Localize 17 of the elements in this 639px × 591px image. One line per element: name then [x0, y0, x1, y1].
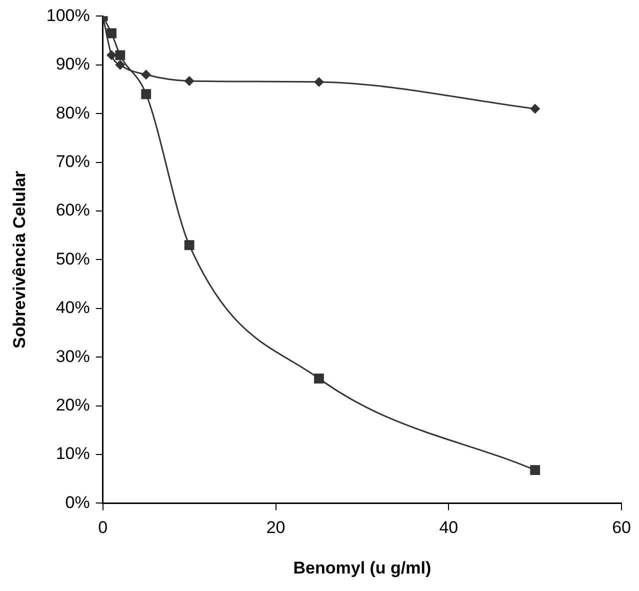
y-tick-label: 10% — [56, 444, 90, 464]
x-axis-title: Benomyl (u g/ml) — [293, 558, 432, 578]
x-tick-label: 40 — [439, 518, 458, 538]
x-tick-label: 60 — [612, 518, 632, 538]
y-axis-title: Sobrevivência Celular — [10, 170, 29, 349]
x-tick-label: 20 — [266, 518, 286, 538]
y-tick-label: 30% — [56, 346, 90, 366]
x-tick-label: 0 — [98, 518, 108, 538]
y-tick-label: 0% — [65, 492, 90, 512]
y-tick-label: 50% — [56, 249, 90, 268]
y-tick-label: 100% — [46, 6, 90, 25]
y-tick-label: 90% — [56, 54, 90, 74]
y-tick-label: 40% — [56, 298, 90, 318]
y-tick-label: 60% — [56, 200, 90, 220]
y-tick-label: 70% — [56, 152, 90, 171]
y-tick-label: 20% — [56, 395, 90, 414]
y-tick-label: 80% — [56, 103, 90, 122]
